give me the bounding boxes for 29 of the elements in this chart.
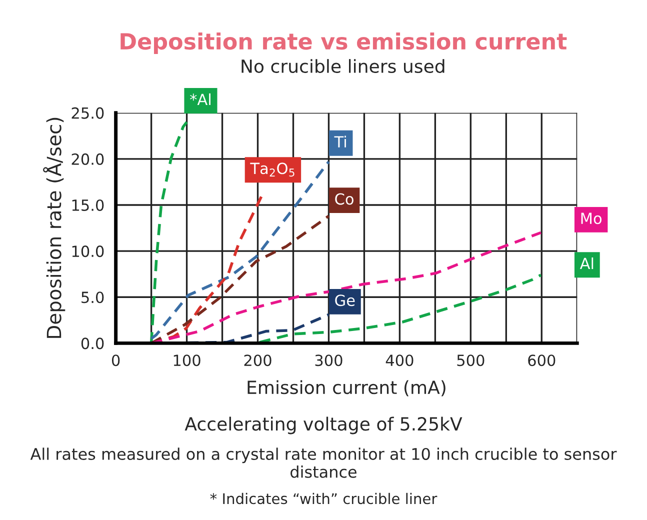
series-label: Ta$_{2}$O$_{5}$ [250,162,294,177]
y-tick-label: 20.0 [72,153,104,165]
x-tick-label: 0 [112,354,120,366]
text: * Indicates “with” crucible liner [210,492,438,504]
x-tick-label: 500 [457,354,484,366]
x-tick-label: 400 [386,354,414,366]
y-tick-label: 0.0 [81,338,104,350]
line-series [150,160,330,340]
chart-title: Deposition rate vs emission current [120,32,567,54]
y-tick-label: 25.0 [72,107,104,119]
x-tick-label: 600 [528,354,556,366]
series-label: Ge [335,294,355,306]
chart-subtitle: No crucible liners used [242,59,444,74]
series-label: Ti [334,136,346,148]
text: Accelerating voltage of 5.25kV [184,416,462,434]
y-tick-label: 10.0 [72,246,104,258]
line-series [150,214,330,344]
series-label: *Al [190,93,210,105]
y-tick-label: 5.0 [82,292,104,304]
series-label: Co [335,193,354,205]
y-axis-title: Deposition rate (Å/sec) [43,118,66,338]
x-tick-label: 300 [315,354,342,366]
text: All rates measured on a crystal rate monitor at 10 inch crucible to sensor distance [30,448,617,478]
text: Mo [581,212,602,224]
y-tick-label: 15.0 [72,199,104,212]
text: Al [580,257,594,270]
x-tick-label: 100 [174,354,200,366]
x-axis-title: Emission current (mA) [248,380,446,396]
x-tick-label: 200 [244,354,272,366]
